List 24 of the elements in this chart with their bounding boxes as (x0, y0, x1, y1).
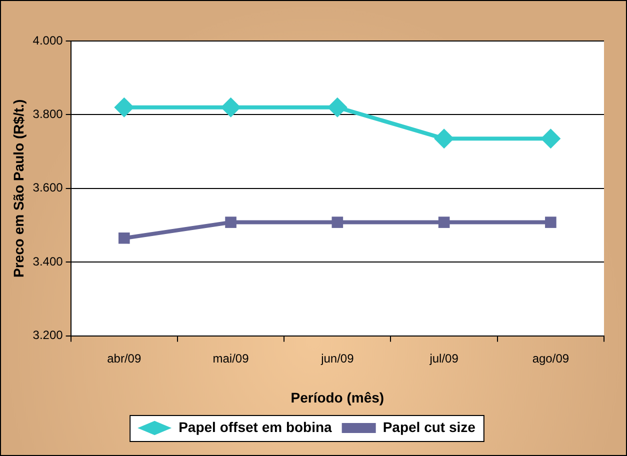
y-tick-label: 3.200 (32, 328, 64, 342)
y-tick-label: 3.800 (32, 107, 64, 122)
x-tick-label: mai/09 (212, 351, 250, 366)
point (225, 216, 236, 228)
point (545, 216, 556, 228)
x-tick-label: jul/09 (428, 351, 459, 366)
y-tick-label: 3.400 (32, 254, 64, 268)
point (327, 97, 348, 118)
point (434, 128, 454, 149)
point (114, 97, 134, 118)
point (332, 216, 344, 228)
y-tick-label: 4.000 (32, 33, 64, 48)
x-tick-label: ago/09 (532, 351, 570, 366)
x-tick-label: abr/09 (107, 351, 142, 366)
legend-label: Papel cut size (382, 418, 476, 435)
y-axis-title: Preco em São Paulo (R$/t.) (10, 99, 26, 278)
x-axis-title: Período (mês) (290, 389, 384, 406)
point (220, 97, 241, 118)
legend-label: Papel offset em bobina (178, 418, 332, 435)
point (540, 128, 561, 149)
point (118, 232, 130, 244)
y-tick-label: 3.600 (32, 180, 64, 195)
point (438, 216, 450, 228)
x-tick-label: jun/09 (320, 351, 354, 366)
